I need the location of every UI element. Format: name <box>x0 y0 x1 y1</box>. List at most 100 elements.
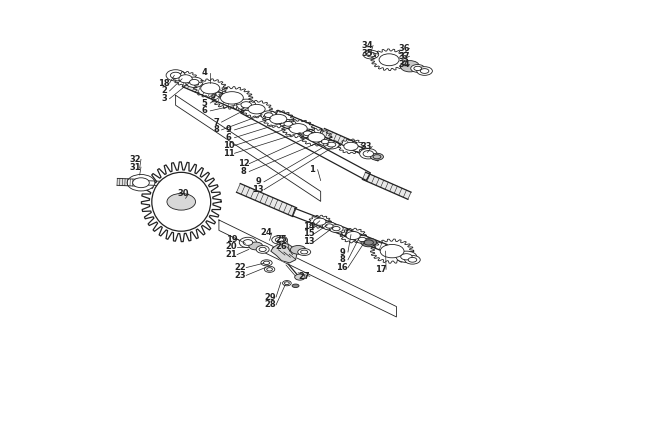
Text: 1: 1 <box>309 165 315 174</box>
Text: 22: 22 <box>235 263 246 272</box>
Ellipse shape <box>167 194 196 210</box>
Polygon shape <box>340 228 366 243</box>
Ellipse shape <box>324 140 339 149</box>
Text: 15: 15 <box>303 229 315 238</box>
Text: 8: 8 <box>339 255 345 264</box>
Ellipse shape <box>249 242 263 250</box>
Polygon shape <box>194 79 227 98</box>
Text: 24: 24 <box>260 229 272 237</box>
Polygon shape <box>371 49 408 71</box>
Ellipse shape <box>265 266 275 272</box>
Ellipse shape <box>400 61 419 72</box>
Ellipse shape <box>313 218 326 225</box>
Ellipse shape <box>318 138 332 145</box>
Text: 28: 28 <box>265 301 276 309</box>
Polygon shape <box>338 139 364 154</box>
Ellipse shape <box>170 72 181 78</box>
Ellipse shape <box>280 120 296 128</box>
Ellipse shape <box>405 255 421 264</box>
Ellipse shape <box>275 237 284 242</box>
Polygon shape <box>275 110 322 135</box>
Ellipse shape <box>358 237 366 242</box>
Ellipse shape <box>356 236 369 243</box>
Ellipse shape <box>414 66 421 71</box>
Ellipse shape <box>344 142 358 150</box>
Text: 8: 8 <box>240 167 246 176</box>
Ellipse shape <box>220 92 243 104</box>
Polygon shape <box>117 178 138 186</box>
Ellipse shape <box>189 79 199 85</box>
Ellipse shape <box>411 65 424 72</box>
Polygon shape <box>292 209 348 236</box>
Text: 9: 9 <box>255 178 261 186</box>
Text: 34: 34 <box>398 60 410 68</box>
Text: 29: 29 <box>265 293 276 301</box>
Ellipse shape <box>301 250 308 254</box>
Ellipse shape <box>327 142 336 147</box>
Ellipse shape <box>417 67 432 75</box>
Ellipse shape <box>174 197 189 206</box>
Text: 18: 18 <box>158 79 170 87</box>
Text: 19: 19 <box>226 235 237 243</box>
Text: 9: 9 <box>339 248 345 256</box>
Ellipse shape <box>380 245 404 258</box>
Text: 9: 9 <box>226 126 232 134</box>
Polygon shape <box>281 120 315 138</box>
Polygon shape <box>183 78 247 113</box>
Text: 27: 27 <box>298 272 310 281</box>
Ellipse shape <box>300 129 315 138</box>
Ellipse shape <box>363 151 374 157</box>
Text: 26: 26 <box>276 242 287 251</box>
Ellipse shape <box>256 246 269 253</box>
Ellipse shape <box>363 50 379 59</box>
Text: 20: 20 <box>226 242 237 251</box>
Polygon shape <box>321 129 357 150</box>
Text: 11: 11 <box>223 149 235 158</box>
Polygon shape <box>309 215 331 228</box>
Ellipse shape <box>134 179 148 187</box>
Polygon shape <box>174 71 198 86</box>
Ellipse shape <box>330 225 343 233</box>
Ellipse shape <box>364 240 373 245</box>
Polygon shape <box>241 100 272 118</box>
Text: 6: 6 <box>202 107 207 115</box>
Ellipse shape <box>166 70 185 81</box>
Ellipse shape <box>332 226 340 231</box>
Polygon shape <box>142 162 221 242</box>
Ellipse shape <box>373 155 381 159</box>
Ellipse shape <box>285 282 289 284</box>
Text: 2: 2 <box>161 87 167 95</box>
Polygon shape <box>301 129 332 146</box>
Ellipse shape <box>261 111 276 120</box>
Ellipse shape <box>379 54 399 66</box>
Ellipse shape <box>298 249 311 255</box>
Ellipse shape <box>155 187 207 217</box>
Ellipse shape <box>265 113 273 118</box>
Text: 31: 31 <box>129 163 141 171</box>
Text: 7: 7 <box>213 118 219 126</box>
Ellipse shape <box>243 239 253 246</box>
Ellipse shape <box>408 257 417 262</box>
Text: 32: 32 <box>129 155 141 164</box>
Ellipse shape <box>291 246 306 254</box>
Text: 12: 12 <box>238 159 250 168</box>
Ellipse shape <box>202 84 218 93</box>
Ellipse shape <box>361 238 376 247</box>
Text: 16: 16 <box>337 263 348 272</box>
Polygon shape <box>344 229 387 252</box>
Ellipse shape <box>304 131 312 136</box>
Ellipse shape <box>237 99 255 110</box>
Ellipse shape <box>259 247 266 252</box>
Text: 14: 14 <box>303 222 315 230</box>
Polygon shape <box>237 184 296 216</box>
Ellipse shape <box>179 75 192 83</box>
Polygon shape <box>384 246 413 262</box>
Text: 37: 37 <box>398 52 410 61</box>
Ellipse shape <box>292 284 299 288</box>
Ellipse shape <box>322 222 336 230</box>
Ellipse shape <box>346 232 360 239</box>
Ellipse shape <box>307 132 325 142</box>
Polygon shape <box>144 181 165 186</box>
Ellipse shape <box>294 274 305 280</box>
Ellipse shape <box>239 237 257 248</box>
